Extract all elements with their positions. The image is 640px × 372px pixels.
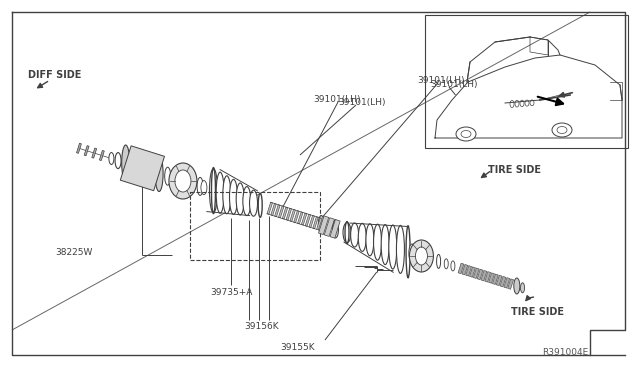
Ellipse shape	[444, 259, 448, 269]
Text: 39101(LH): 39101(LH)	[430, 80, 477, 89]
Ellipse shape	[175, 170, 191, 192]
Ellipse shape	[223, 176, 231, 214]
Ellipse shape	[164, 167, 171, 185]
Ellipse shape	[552, 123, 572, 137]
Ellipse shape	[230, 179, 237, 214]
Text: TIRE SIDE: TIRE SIDE	[511, 307, 564, 317]
Ellipse shape	[366, 224, 374, 256]
Polygon shape	[324, 218, 335, 236]
Polygon shape	[508, 279, 513, 289]
Polygon shape	[496, 275, 502, 286]
Ellipse shape	[410, 240, 433, 272]
Polygon shape	[294, 211, 300, 223]
Polygon shape	[286, 208, 292, 220]
Polygon shape	[92, 148, 97, 158]
Polygon shape	[500, 276, 506, 287]
Ellipse shape	[396, 225, 404, 273]
Ellipse shape	[351, 223, 358, 247]
Ellipse shape	[514, 278, 520, 294]
Polygon shape	[275, 205, 280, 217]
Text: 39155K: 39155K	[280, 343, 315, 352]
Ellipse shape	[358, 224, 366, 251]
Polygon shape	[474, 268, 479, 279]
Ellipse shape	[216, 172, 224, 213]
Polygon shape	[317, 218, 322, 230]
Ellipse shape	[197, 177, 203, 195]
Ellipse shape	[109, 153, 114, 164]
Ellipse shape	[318, 215, 324, 234]
Ellipse shape	[115, 153, 121, 169]
Ellipse shape	[409, 244, 415, 262]
Ellipse shape	[343, 222, 351, 243]
Text: 38225W: 38225W	[55, 248, 92, 257]
Polygon shape	[319, 216, 329, 235]
Polygon shape	[330, 219, 340, 238]
Polygon shape	[301, 213, 307, 225]
Text: R391004E: R391004E	[542, 348, 588, 357]
Ellipse shape	[155, 155, 163, 192]
Ellipse shape	[236, 183, 244, 215]
Text: 39101(LH): 39101(LH)	[417, 76, 465, 85]
Text: 39735+A: 39735+A	[211, 288, 253, 297]
Polygon shape	[435, 55, 622, 138]
Polygon shape	[298, 212, 303, 224]
Polygon shape	[290, 209, 296, 221]
Ellipse shape	[209, 169, 218, 212]
Polygon shape	[120, 146, 164, 191]
Polygon shape	[492, 274, 499, 285]
Polygon shape	[470, 267, 476, 277]
Polygon shape	[77, 143, 81, 153]
Ellipse shape	[169, 163, 197, 199]
Polygon shape	[458, 263, 464, 274]
Ellipse shape	[243, 187, 251, 216]
Polygon shape	[99, 150, 104, 161]
Text: DIFF SIDE: DIFF SIDE	[28, 70, 81, 80]
Polygon shape	[282, 207, 288, 219]
Polygon shape	[313, 217, 318, 229]
Ellipse shape	[436, 254, 440, 268]
Bar	[425, 15, 628, 148]
Text: 39156K: 39156K	[244, 322, 278, 331]
Bar	[190, 192, 320, 260]
Ellipse shape	[389, 225, 397, 269]
Text: 39101(LH): 39101(LH)	[338, 98, 385, 107]
Text: 39101(LH): 39101(LH)	[313, 95, 360, 104]
Ellipse shape	[520, 283, 525, 293]
Polygon shape	[278, 206, 284, 218]
Ellipse shape	[415, 247, 428, 265]
Ellipse shape	[374, 224, 381, 260]
Ellipse shape	[456, 127, 476, 141]
Polygon shape	[267, 202, 273, 214]
Polygon shape	[462, 264, 468, 275]
Ellipse shape	[201, 180, 207, 195]
Polygon shape	[504, 278, 509, 288]
Ellipse shape	[381, 225, 389, 264]
Polygon shape	[309, 215, 314, 228]
Polygon shape	[466, 266, 472, 276]
Polygon shape	[488, 273, 495, 283]
Ellipse shape	[122, 145, 130, 181]
Polygon shape	[84, 145, 89, 156]
Polygon shape	[484, 272, 491, 282]
Polygon shape	[477, 269, 483, 280]
Polygon shape	[481, 270, 487, 281]
Text: TIRE SIDE: TIRE SIDE	[488, 165, 541, 175]
Polygon shape	[271, 203, 276, 215]
Ellipse shape	[250, 190, 257, 216]
Ellipse shape	[451, 261, 455, 271]
Polygon shape	[305, 214, 310, 226]
Ellipse shape	[333, 220, 339, 238]
